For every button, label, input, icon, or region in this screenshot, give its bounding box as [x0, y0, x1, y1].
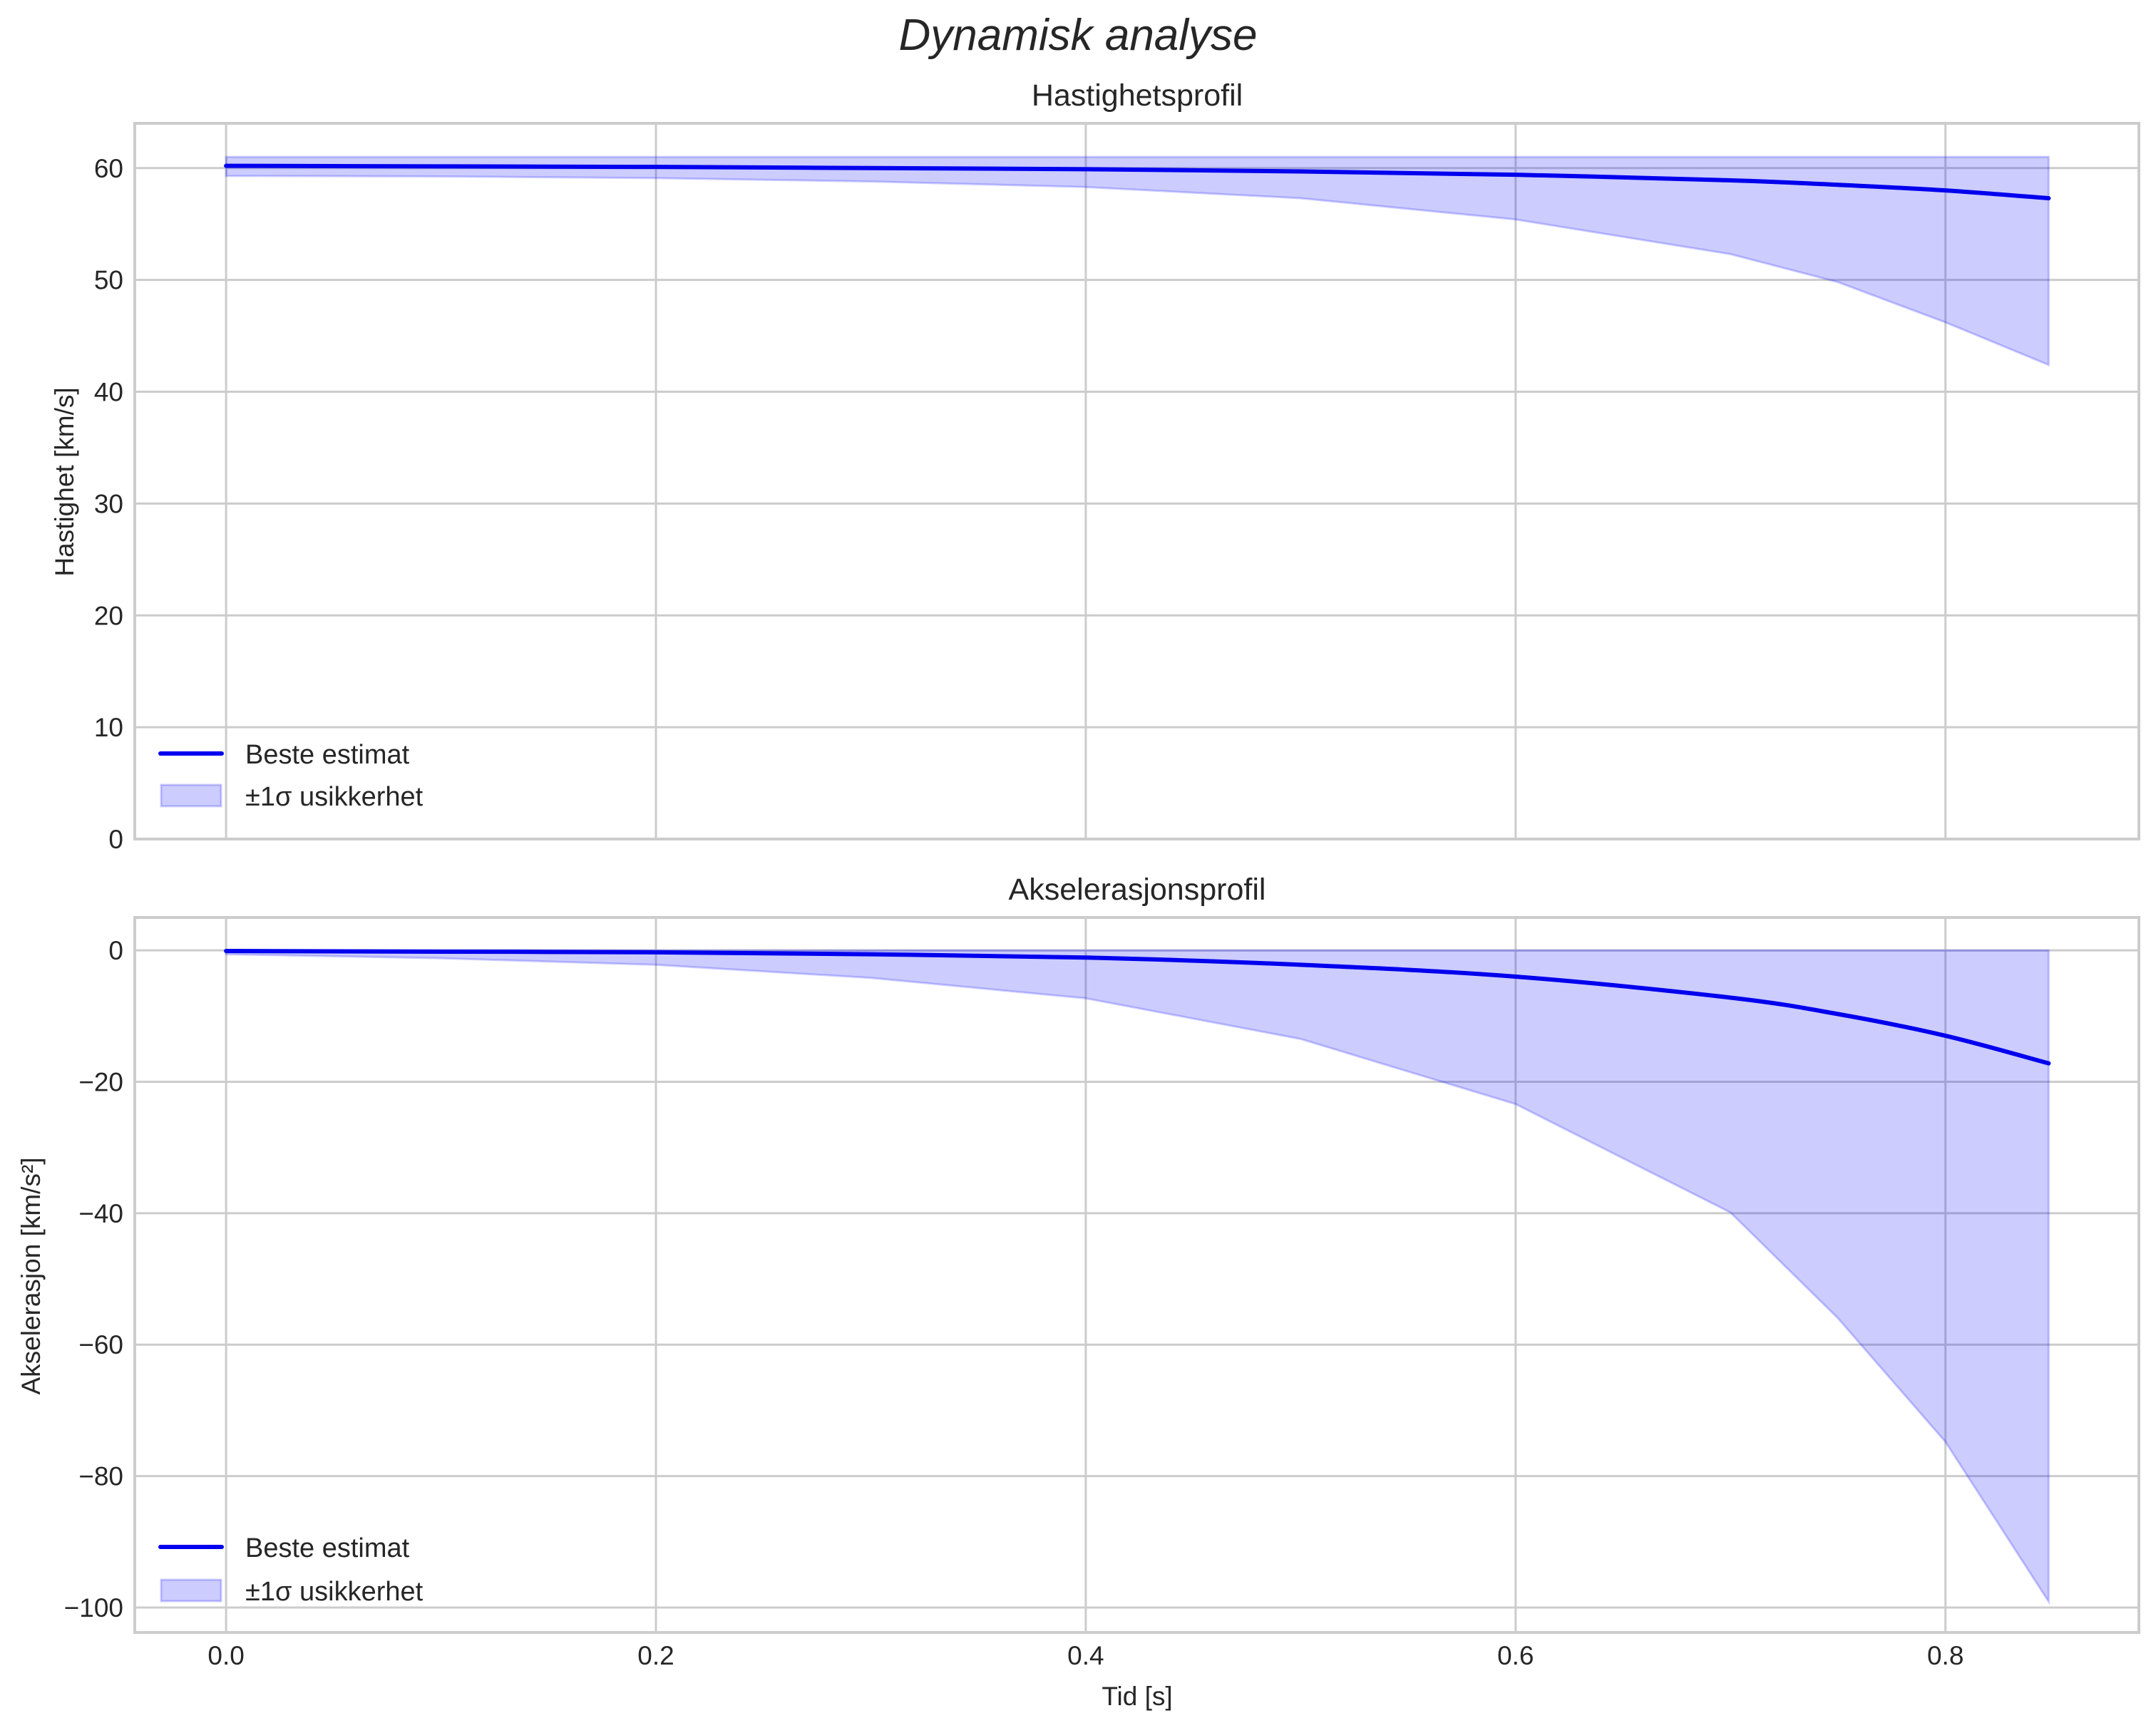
y-tick-label: 30 — [94, 489, 123, 518]
acceleration-panel: Akselerasjonsprofil −100 −80 −60 −40 −20 0 0.… — [16, 873, 2140, 1711]
y-tick-label: 0 — [108, 825, 123, 854]
y-tick-label: 0 — [108, 936, 123, 965]
acceleration-uncertainty-band — [225, 949, 2050, 1605]
legend-band-swatch — [160, 783, 222, 808]
y-tick-label: −20 — [78, 1067, 123, 1096]
velocity-y-axis-label: Hastighet [km/s] — [50, 387, 79, 576]
acceleration-y-ticks: −100 −80 −60 −40 −20 0 — [64, 936, 123, 1622]
x-axis-label: Tid [s] — [1102, 1682, 1172, 1711]
acceleration-axes-frame — [133, 916, 2140, 1634]
legend-label-best-estimate: Beste estimat — [245, 740, 410, 770]
y-tick-label: 40 — [94, 378, 123, 407]
velocity-uncertainty-band — [225, 155, 2050, 367]
x-tick-label: 0.0 — [207, 1641, 244, 1670]
y-tick-label: −40 — [78, 1199, 123, 1228]
velocity-panel-title: Hastighetsprofil — [1032, 78, 1243, 113]
velocity-y-ticks: 0 10 20 30 40 50 60 — [94, 154, 123, 854]
y-tick-label: −60 — [78, 1330, 123, 1359]
y-tick-label: 50 — [94, 266, 123, 295]
x-tick-label: 0.6 — [1497, 1641, 1534, 1670]
y-tick-label: 20 — [94, 601, 123, 630]
legend-label-uncertainty: ±1σ usikkerhet — [245, 782, 423, 812]
y-tick-label: 60 — [94, 154, 123, 183]
acceleration-legend: Beste estimat ±1σ usikkerhet — [158, 1533, 423, 1607]
y-tick-label: −80 — [78, 1462, 123, 1491]
y-tick-label: 10 — [94, 713, 123, 742]
acceleration-x-ticks: 0.0 0.2 0.4 0.6 0.8 — [207, 1641, 1963, 1670]
legend-label-uncertainty: ±1σ usikkerhet — [245, 1577, 423, 1607]
legend-label-best-estimate: Beste estimat — [245, 1533, 410, 1563]
velocity-axes-frame — [133, 122, 2140, 840]
x-tick-label: 0.2 — [637, 1641, 674, 1670]
x-tick-label: 0.4 — [1067, 1641, 1104, 1670]
y-tick-label: −100 — [64, 1593, 123, 1622]
acceleration-y-axis-label: Akselerasjon [km/s²] — [16, 1157, 46, 1394]
velocity-best-estimate-line — [224, 163, 2051, 201]
x-tick-label: 0.8 — [1927, 1641, 1963, 1670]
acceleration-panel-title: Akselerasjonsprofil — [1009, 873, 1266, 907]
acceleration-best-estimate-line — [224, 949, 2051, 1066]
velocity-panel: Hastighetsprofil 0 10 20 30 40 50 60 Hastighet… — [50, 78, 2140, 854]
figure-suptitle: Dynamisk analyse — [898, 11, 1257, 60]
legend-band-swatch — [160, 1578, 222, 1603]
velocity-legend: Beste estimat ±1σ usikkerhet — [158, 740, 423, 812]
